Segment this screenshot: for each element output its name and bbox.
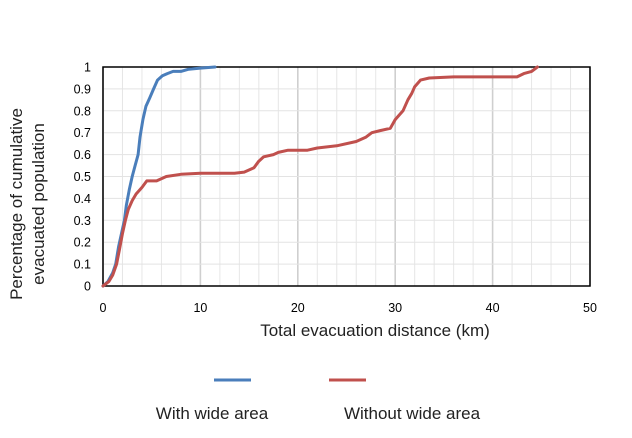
x-tick-label: 10 [193, 301, 207, 315]
y-tick-label: 0.2 [74, 236, 91, 250]
y-axis-tick-labels: 0 0.1 0.2 0.3 0.4 0.5 0.6 0.7 0.8 0.9 1 [74, 61, 91, 294]
legend: With wide area Without wide area [156, 378, 481, 423]
y-axis-title: Percentage of cumulative evacuated popul… [7, 108, 48, 300]
y-tick-label: 0.4 [74, 192, 91, 206]
y-tick-label: 0 [84, 280, 91, 294]
x-axis-tick-labels: 0 10 20 30 40 50 [100, 301, 597, 315]
x-axis-title: Total evacuation distance (km) [260, 321, 490, 340]
y-tick-label: 0.9 [74, 82, 91, 96]
y-tick-label: 0.3 [74, 214, 91, 228]
x-tick-label: 20 [291, 301, 305, 315]
x-tick-label: 0 [100, 301, 107, 315]
plot-area [102, 66, 591, 287]
series-line-without-wide-area [101, 65, 539, 288]
y-axis-title-line-2: evacuated population [29, 123, 48, 285]
x-tick-label: 40 [486, 301, 500, 315]
grid [102, 66, 591, 287]
y-tick-label: 1 [84, 61, 91, 75]
y-tick-label: 0.6 [74, 148, 91, 162]
x-tick-label: 50 [583, 301, 597, 315]
y-tick-label: 0.8 [74, 104, 91, 118]
x-tick-label: 30 [388, 301, 402, 315]
y-tick-label: 0.5 [74, 170, 91, 184]
y-axis-title-line-1: Percentage of cumulative [7, 108, 26, 300]
series-lines [101, 65, 539, 288]
legend-label-with-wide-area: With wide area [156, 404, 269, 423]
legend-label-without-wide-area: Without wide area [344, 404, 481, 423]
y-tick-label: 0.1 [74, 258, 91, 272]
y-tick-label: 0.7 [74, 126, 91, 140]
